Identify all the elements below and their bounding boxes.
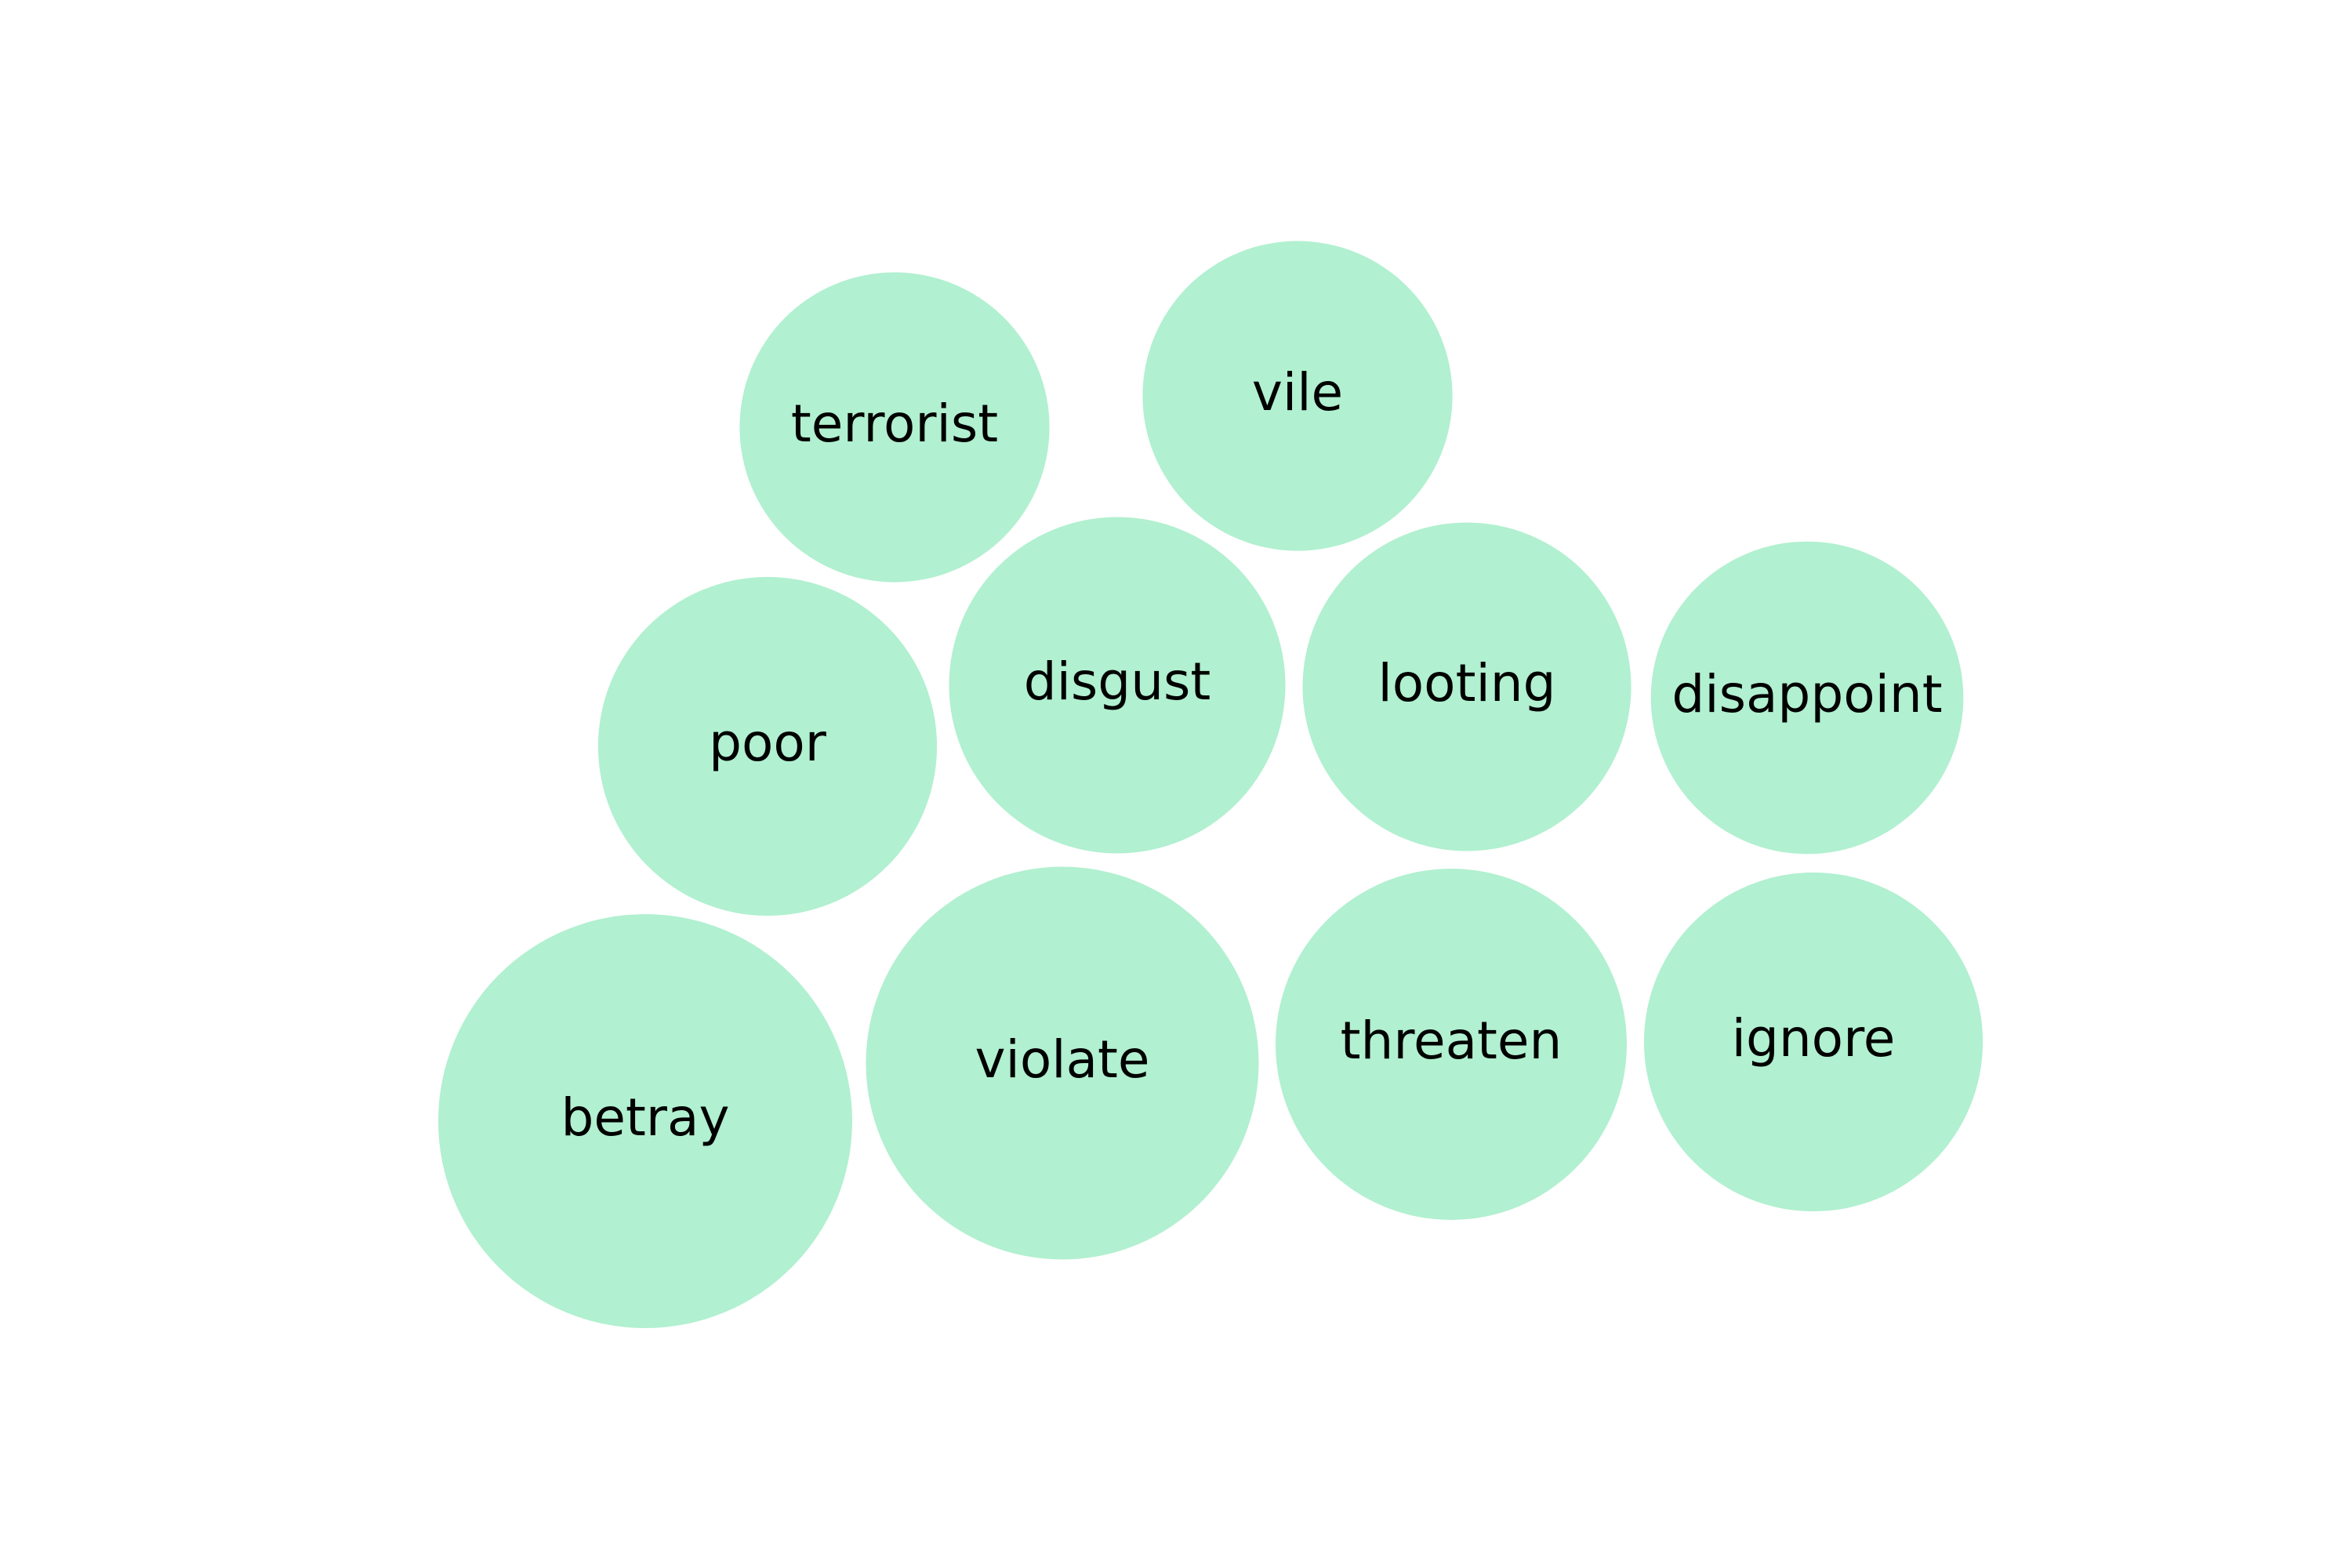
bubble-label: betray [561, 1087, 729, 1148]
bubbles-layer: betray violate threaten ignore poor disgust lo… [438, 241, 1984, 1328]
bubble-circle [866, 866, 1259, 1260]
bubble-threaten: threaten [1276, 869, 1627, 1220]
bubble-circle [1650, 541, 1964, 855]
bubble-circle [1142, 241, 1453, 551]
bubble-label: disappoint [1671, 664, 1942, 724]
bubble-ignore: ignore [1643, 872, 1984, 1212]
bubble-label: looting [1377, 653, 1555, 713]
bubble-circle [597, 576, 938, 916]
bubble-terrorist: terrorist [739, 272, 1050, 583]
bubble-looting: looting [1302, 522, 1632, 851]
bubble-label: poor [709, 713, 827, 773]
bubble-circle [438, 914, 852, 1328]
bubble-circle [949, 517, 1286, 854]
bubble-label: disgust [1024, 652, 1211, 712]
bubble-label: vile [1252, 362, 1343, 423]
bubble-circle [1643, 872, 1984, 1212]
bubble-circle [1302, 522, 1632, 851]
bubble-violate: violate [866, 866, 1259, 1260]
bubble-label: threaten [1341, 1011, 1563, 1071]
bubble-label: ignore [1732, 1008, 1896, 1069]
bubble-disgust: disgust [949, 517, 1286, 854]
bubble-vile: vile [1142, 241, 1453, 551]
bubble-disappoint: disappoint [1650, 541, 1964, 855]
bubble-betray: betray [438, 914, 852, 1328]
bubble-poor: poor [597, 576, 938, 916]
bubble-circle [1276, 869, 1627, 1220]
bubble-label: violate [975, 1029, 1149, 1090]
bubble-label: terrorist [791, 394, 998, 454]
bubble-circle [739, 272, 1050, 583]
